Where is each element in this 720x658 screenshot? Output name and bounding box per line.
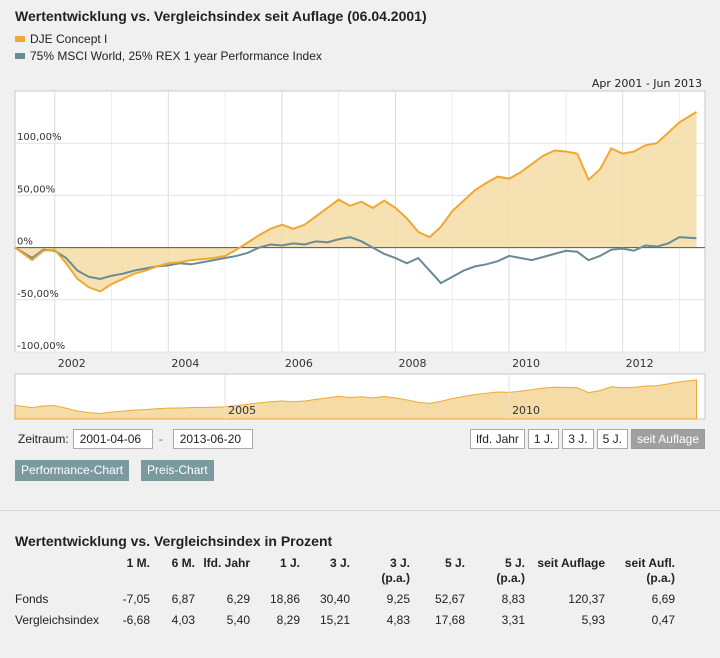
y-tick-label: 50,00% — [17, 184, 55, 195]
table-header-cell: 5 J. — [444, 556, 465, 570]
y-tick-label: -100,00% — [17, 341, 65, 352]
table-cell: 6,69 — [651, 591, 675, 606]
section-divider — [0, 510, 720, 511]
chart-type-buttons: Performance-Chart Preis-Chart — [15, 460, 226, 481]
period-button-seit-auflage[interactable]: seit Auflage — [630, 429, 705, 449]
y-tick-label: 100,00% — [17, 132, 62, 143]
table-cell: 18,86 — [269, 591, 300, 606]
legend-swatch-fund — [15, 36, 25, 42]
period-button-5j[interactable]: 5 J. — [596, 429, 628, 449]
table-cell: 0,47 — [651, 612, 675, 627]
period-button-lfd-jahr[interactable]: lfd. Jahr — [470, 429, 525, 449]
navigator-label: 2005 — [228, 404, 256, 417]
table-cell: 5,40 — [226, 612, 250, 627]
table-row: Fonds -7,05 6,87 6,29 18,86 30,40 9,25 52,67 8,8… — [15, 588, 675, 609]
legend-item-index[interactable]: 75% MSCI World, 25% REX 1 year Performan… — [15, 49, 322, 63]
table-cell: 120,37 — [568, 591, 605, 606]
preis-chart-button[interactable]: Preis-Chart — [141, 460, 214, 481]
table-header-cell: 3 J. (p.a.) — [381, 556, 410, 585]
table-cell: 4,83 — [386, 612, 410, 627]
table-cell: -7,05 — [122, 591, 150, 606]
y-tick-label: -50,00% — [17, 289, 59, 300]
performance-chart-button[interactable]: Performance-Chart — [15, 460, 130, 481]
x-tick-label: 2004 — [171, 357, 199, 370]
date-separator: - — [158, 432, 163, 446]
performance-table: 1 M. 6 M. lfd. Jahr 1 J. 3 J. 3 J. (p.a.) 5 J. 5… — [15, 556, 675, 630]
table-row: Vergleichsindex -6,68 4,03 5,40 8,29 15,21 4,8… — [15, 609, 675, 630]
table-cell: 5,93 — [581, 612, 605, 627]
table-cell: 4,03 — [171, 612, 195, 627]
period-button-1j[interactable]: 1 J. — [527, 429, 560, 449]
chart-title: Wertentwicklung vs. Vergleichsindex seit… — [15, 8, 427, 24]
index-line — [14, 236, 697, 285]
table-cell: 52,67 — [434, 591, 465, 606]
fund-line — [14, 111, 698, 293]
table-cell: 8,29 — [276, 612, 300, 627]
legend-item-fund[interactable]: DJE Concept I — [15, 32, 107, 46]
table-cell: 30,40 — [319, 591, 350, 606]
x-tick-label: 2012 — [626, 357, 654, 370]
legend-swatch-index — [15, 53, 25, 59]
fund-area — [15, 111, 697, 292]
x-tick-label: 2006 — [285, 357, 313, 370]
zeitraum-controls: Zeitraum: 2001-04-06 - 2013-06-20 — [18, 429, 253, 449]
legend-label-index: 75% MSCI World, 25% REX 1 year Performan… — [30, 49, 322, 63]
table-cell: 6,29 — [226, 591, 250, 606]
table-header-cell: 5 J. (p.a.) — [496, 556, 525, 585]
table-header-cell: seit Aufl. (p.a.) — [624, 556, 675, 585]
table-header-cell: seit Auflage — [537, 556, 605, 570]
start-date-input[interactable]: 2001-04-06 — [72, 429, 153, 449]
row-label: Vergleichsindex — [15, 612, 100, 627]
period-button-3j[interactable]: 3 J. — [562, 429, 594, 449]
period-buttons: lfd. Jahr 1 J. 3 J. 5 J. seit Auflage — [467, 429, 705, 449]
x-tick-label: 2002 — [58, 357, 86, 370]
table-cell: 6,87 — [171, 591, 195, 606]
table-header-row: 1 M. 6 M. lfd. Jahr 1 J. 3 J. 3 J. (p.a.) 5 J. 5… — [15, 556, 675, 588]
legend-label-fund: DJE Concept I — [30, 32, 108, 46]
table-header-cell: 3 J. — [329, 556, 350, 570]
table-header-cell: 6 M. — [171, 556, 195, 570]
x-tick-label: 2010 — [512, 357, 540, 370]
table-header-cell — [15, 556, 110, 588]
zeitraum-label: Zeitraum: — [18, 432, 69, 446]
navigator-area — [14, 379, 697, 420]
table-cell: 17,68 — [434, 612, 465, 627]
table-header-cell: lfd. Jahr — [203, 556, 250, 570]
navigator-label: 2010 — [512, 404, 540, 417]
performance-chart[interactable]: 100,00% 50,00% 0% -50,00% -100,00% 2002 2004 20… — [0, 0, 720, 425]
table-cell: 8,83 — [501, 591, 525, 606]
table-header-cell: 1 J. — [279, 556, 300, 570]
x-tick-label: 2008 — [398, 357, 426, 370]
table-cell: 15,21 — [319, 612, 350, 627]
y-tick-label: 0% — [17, 237, 33, 248]
table-title: Wertentwicklung vs. Vergleichsindex in P… — [15, 533, 333, 549]
performance-panel: Wertentwicklung vs. Vergleichsindex seit… — [0, 0, 720, 481]
table-cell: 3,31 — [501, 612, 525, 627]
date-range-label: Apr 2001 - Jun 2013 — [591, 77, 702, 90]
row-label: Fonds — [15, 591, 49, 606]
table-header-cell: 1 M. — [126, 556, 150, 570]
table-cell: 9,25 — [386, 591, 410, 606]
table-cell: -6,68 — [122, 612, 150, 627]
end-date-input[interactable]: 2013-06-20 — [172, 429, 253, 449]
